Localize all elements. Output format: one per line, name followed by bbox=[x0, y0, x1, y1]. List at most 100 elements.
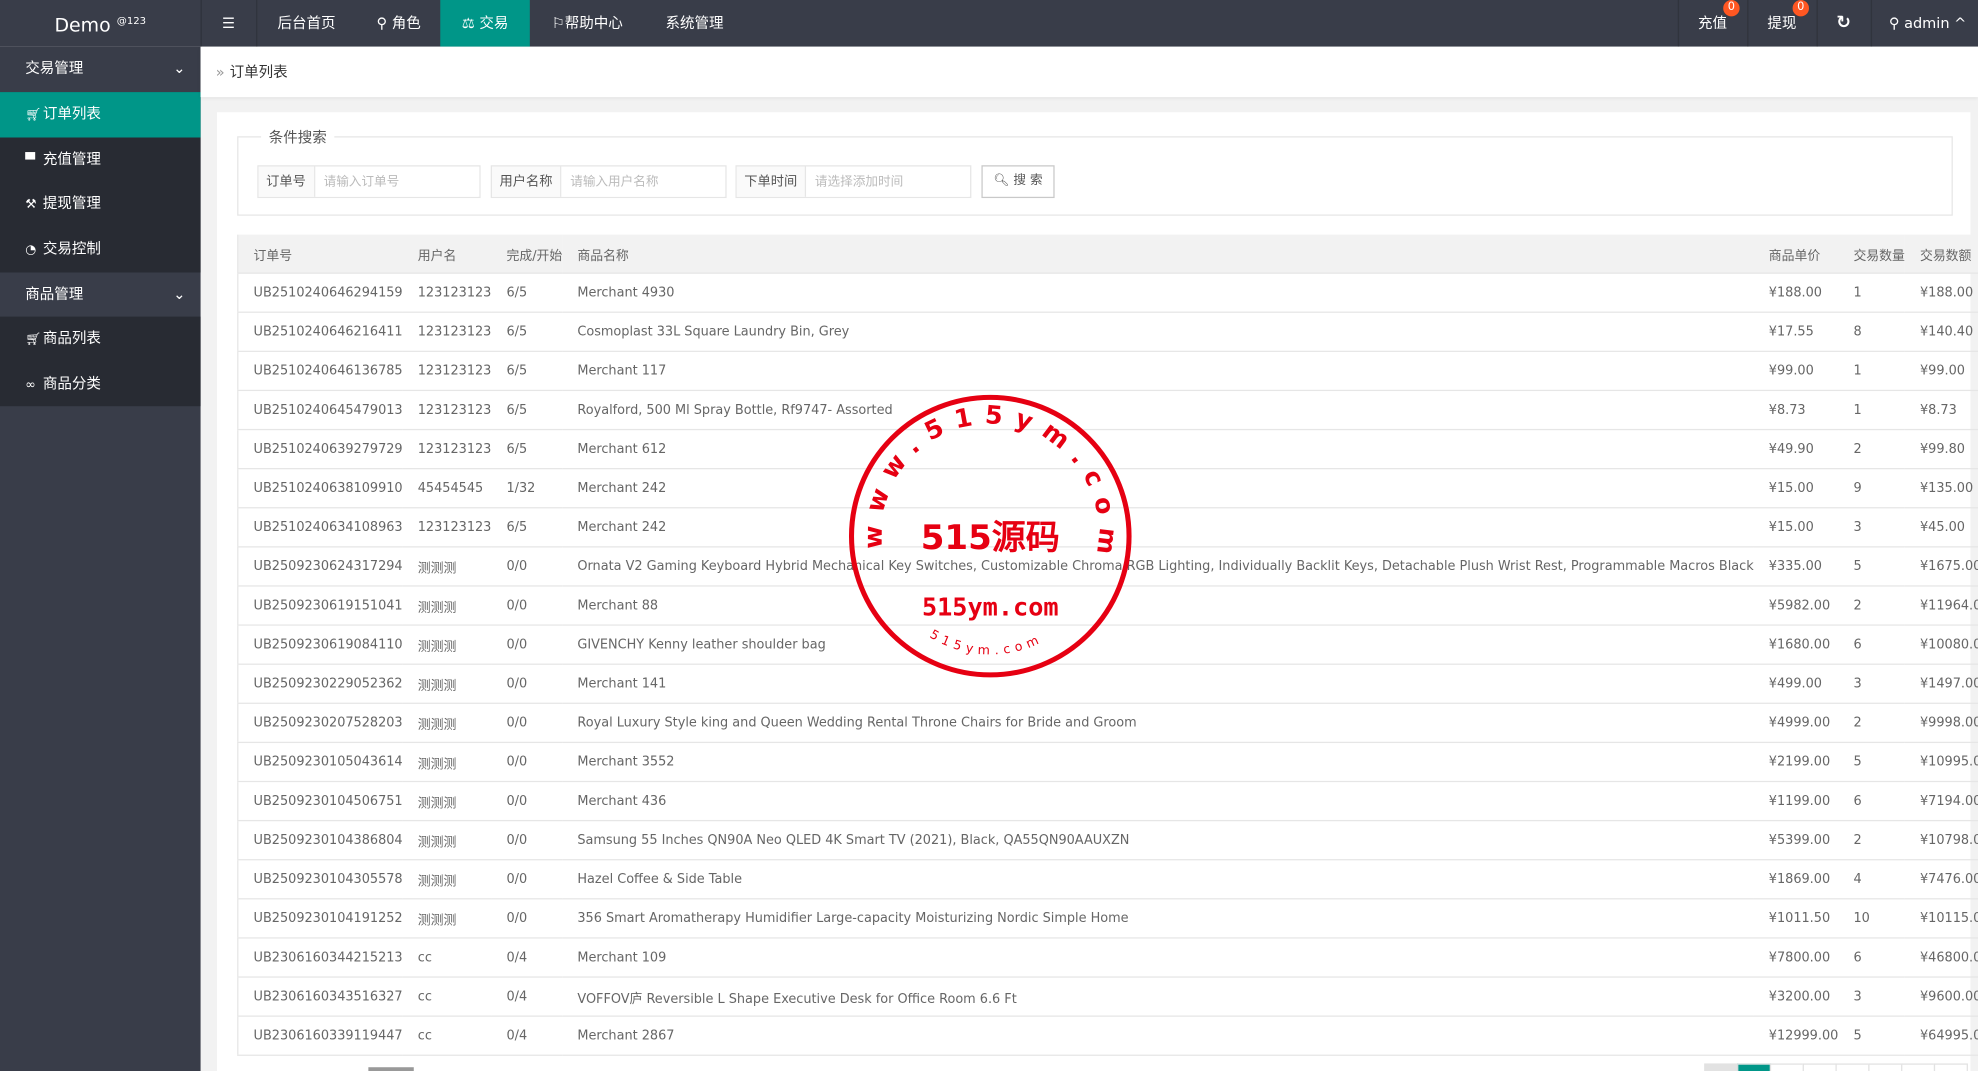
table-cell: Merchant 117 bbox=[562, 351, 1754, 392]
table-row[interactable]: UB2510240638109910 45454545 1/32 Merchant 2… bbox=[237, 468, 1978, 509]
refresh-button[interactable]: ↻ bbox=[1817, 0, 1871, 47]
nav-role[interactable]: ⚲ 角色 bbox=[357, 0, 440, 47]
table-row[interactable]: UB2510240646294159 123123123 6/5 Merchant 4… bbox=[237, 273, 1978, 313]
table-cell: ¥15.00 bbox=[1753, 468, 1839, 509]
order-time-label: 下单时间 bbox=[736, 166, 807, 197]
table-cell: 6 bbox=[1838, 937, 1905, 978]
table-row[interactable]: UB2510240634108963 123123123 6/5 Merchant 2… bbox=[237, 507, 1978, 548]
table-cell: ¥140.40 bbox=[1904, 312, 1978, 352]
table-row[interactable]: UB2510240646216411 123123123 6/5 Cosmoplast… bbox=[237, 312, 1978, 352]
table-cell: ¥9600.00 bbox=[1904, 977, 1978, 1017]
page-button[interactable] bbox=[1901, 1063, 1936, 1071]
nav-label: 角色 bbox=[391, 13, 421, 32]
table-cell: GIVENCHY Kenny leather shoulder bag bbox=[562, 625, 1754, 665]
refresh-icon: ↻ bbox=[1836, 12, 1852, 33]
table-row[interactable]: UB2509230229052362 测测测 0/0 Merchant 141 ¥499… bbox=[237, 664, 1978, 704]
search-icon: 🔍︎ bbox=[993, 174, 1010, 188]
table-cell: 123123123 bbox=[402, 351, 492, 392]
nav-help[interactable]: ⚐帮助中心 bbox=[530, 0, 645, 47]
table-cell: 0/0 bbox=[491, 703, 563, 744]
menu-toggle-button[interactable]: ☰ bbox=[201, 0, 257, 47]
table-cell: UB2509230104386804 bbox=[237, 820, 403, 861]
top-bar: Demo @123 ☰ 后台首页 ⚲ 角色 ⚖ 交易 ⚐帮助中心 系统管理 充值… bbox=[0, 0, 1978, 47]
order-no-input[interactable] bbox=[314, 166, 478, 197]
table-row[interactable]: UB2509230207528203 测测测 0/0 Royal Luxury Sty… bbox=[237, 703, 1978, 744]
table-cell: UB2306160339119447 bbox=[237, 1016, 403, 1056]
table-row[interactable]: UB2306160339119447 cc 0/4 Merchant 2867 ¥129… bbox=[237, 1016, 1978, 1056]
page-button[interactable] bbox=[1802, 1063, 1837, 1071]
table-row[interactable]: UB2306160344215213 cc 0/4 Merchant 109 ¥7800… bbox=[237, 937, 1978, 978]
table-row[interactable]: UB2509230624317294 测测测 0/0 Ornata V2 Gaming… bbox=[237, 546, 1978, 587]
table-cell: Merchant 436 bbox=[562, 781, 1754, 822]
nav-home[interactable]: 后台首页 bbox=[256, 0, 357, 47]
table-row[interactable]: UB2306160343516327 cc 0/4 VOFFOV庐 Reversibl… bbox=[237, 977, 1978, 1017]
table-cell: ¥1680.00 bbox=[1753, 625, 1839, 665]
page-size-select[interactable] bbox=[368, 1067, 414, 1071]
table-row[interactable]: UB2509230619151041 测测测 0/0 Merchant 88 ¥5982… bbox=[237, 585, 1978, 626]
page-button[interactable] bbox=[1737, 1063, 1772, 1071]
table-cell: 测测测 bbox=[402, 703, 492, 744]
table-cell: ¥10798.00 bbox=[1904, 820, 1978, 861]
username-input[interactable] bbox=[561, 166, 725, 197]
nav-system[interactable]: 系统管理 bbox=[645, 0, 745, 47]
page-button[interactable] bbox=[1769, 1063, 1804, 1071]
table-cell: 0/4 bbox=[491, 1016, 563, 1056]
table-cell: 测测测 bbox=[402, 546, 492, 587]
table-cell: ¥2199.00 bbox=[1753, 742, 1839, 783]
nav-trade[interactable]: ⚖ 交易 bbox=[440, 0, 530, 47]
username-label: 用户名称 bbox=[491, 166, 562, 197]
table-row[interactable]: UB2509230104305578 测测测 0/0 Hazel Coffee & S… bbox=[237, 859, 1978, 900]
table-row[interactable]: UB2509230104386804 测测测 0/0 Samsung 55 Inche… bbox=[237, 820, 1978, 861]
table-cell: 0/0 bbox=[491, 820, 563, 861]
sidebar-group-goods[interactable]: 商品管理 ⌄ bbox=[0, 272, 201, 316]
sidebar-item-orders[interactable]: 🛒︎ 订单列表 bbox=[0, 92, 201, 138]
table-row[interactable]: UB2510240639279729 123123123 6/5 Merchant 6… bbox=[237, 429, 1978, 470]
page-button[interactable] bbox=[1868, 1063, 1903, 1071]
column-header: 商品单价 bbox=[1753, 234, 1839, 274]
sidebar-group-trade[interactable]: 交易管理 ⌄ bbox=[0, 47, 201, 91]
page-button[interactable] bbox=[1933, 1063, 1968, 1071]
table-cell: Merchant 2867 bbox=[562, 1016, 1754, 1056]
table-cell: Merchant 88 bbox=[562, 585, 1754, 626]
table-cell: UB2509230104305578 bbox=[237, 859, 403, 900]
table-cell: 0/0 bbox=[491, 898, 563, 939]
table-cell: Merchant 242 bbox=[562, 468, 1754, 509]
column-header: 订单号 bbox=[237, 234, 403, 274]
withdraw-button[interactable]: 提现 0 bbox=[1747, 0, 1816, 47]
shopping-cart-icon: 🛒︎ bbox=[25, 333, 42, 347]
double-chevron-icon: » bbox=[215, 63, 225, 81]
sidebar-item-goods-list[interactable]: 🛒︎ 商品列表 bbox=[0, 317, 201, 362]
column-header: 商品名称 bbox=[562, 234, 1754, 274]
table-cell: 9 bbox=[1838, 468, 1905, 509]
sidebar-item-withdraw[interactable]: ⚒ 提现管理 bbox=[0, 182, 201, 227]
page-button[interactable] bbox=[1704, 1063, 1739, 1071]
table-cell: UB2510240639279729 bbox=[237, 429, 403, 470]
sidebar-item-trade-control[interactable]: ◔ 交易控制 bbox=[0, 227, 201, 272]
table-cell: UB2509230229052362 bbox=[237, 664, 403, 704]
logo: Demo @123 bbox=[0, 0, 202, 47]
table-row[interactable]: UB2509230104191252 测测测 0/0 356 Smart Aromat… bbox=[237, 898, 1978, 939]
recharge-badge: 0 bbox=[1723, 0, 1740, 17]
order-time-input[interactable] bbox=[806, 166, 969, 197]
table-cell: ¥15.00 bbox=[1753, 507, 1839, 548]
table-cell: 0/4 bbox=[491, 937, 563, 978]
table-cell: ¥45.00 bbox=[1904, 507, 1978, 548]
recharge-button[interactable]: 充值 0 bbox=[1678, 0, 1747, 47]
table-row[interactable]: UB2510240646136785 123123123 6/5 Merchant 1… bbox=[237, 351, 1978, 392]
table-cell: ¥8.73 bbox=[1753, 390, 1839, 431]
page-button[interactable] bbox=[1835, 1063, 1870, 1071]
user-menu[interactable]: ⚲ admin ^ bbox=[1871, 0, 1978, 47]
sidebar-item-goods-category[interactable]: ∞ 商品分类 bbox=[0, 362, 201, 407]
group-label: 交易管理 bbox=[25, 59, 84, 77]
table-row[interactable]: UB2509230619084110 测测测 0/0 GIVENCHY Kenny l… bbox=[237, 625, 1978, 665]
table-cell: cc bbox=[402, 977, 492, 1017]
table-cell: 45454545 bbox=[402, 468, 492, 509]
search-button[interactable]: 🔍︎ 搜 索 bbox=[981, 165, 1055, 199]
table-row[interactable]: UB2509230105043614 测测测 0/0 Merchant 3552 ¥21… bbox=[237, 742, 1978, 783]
sidebar-item-recharge[interactable]: ▀ 充值管理 bbox=[0, 137, 201, 182]
table-row[interactable]: UB2509230104506751 测测测 0/0 Merchant 436 ¥119… bbox=[237, 781, 1978, 822]
username-field: 用户名称 bbox=[490, 165, 727, 199]
table-row[interactable]: UB2510240645479013 123123123 6/5 Royalford,… bbox=[237, 390, 1978, 431]
table-cell: Merchant 3552 bbox=[562, 742, 1754, 783]
